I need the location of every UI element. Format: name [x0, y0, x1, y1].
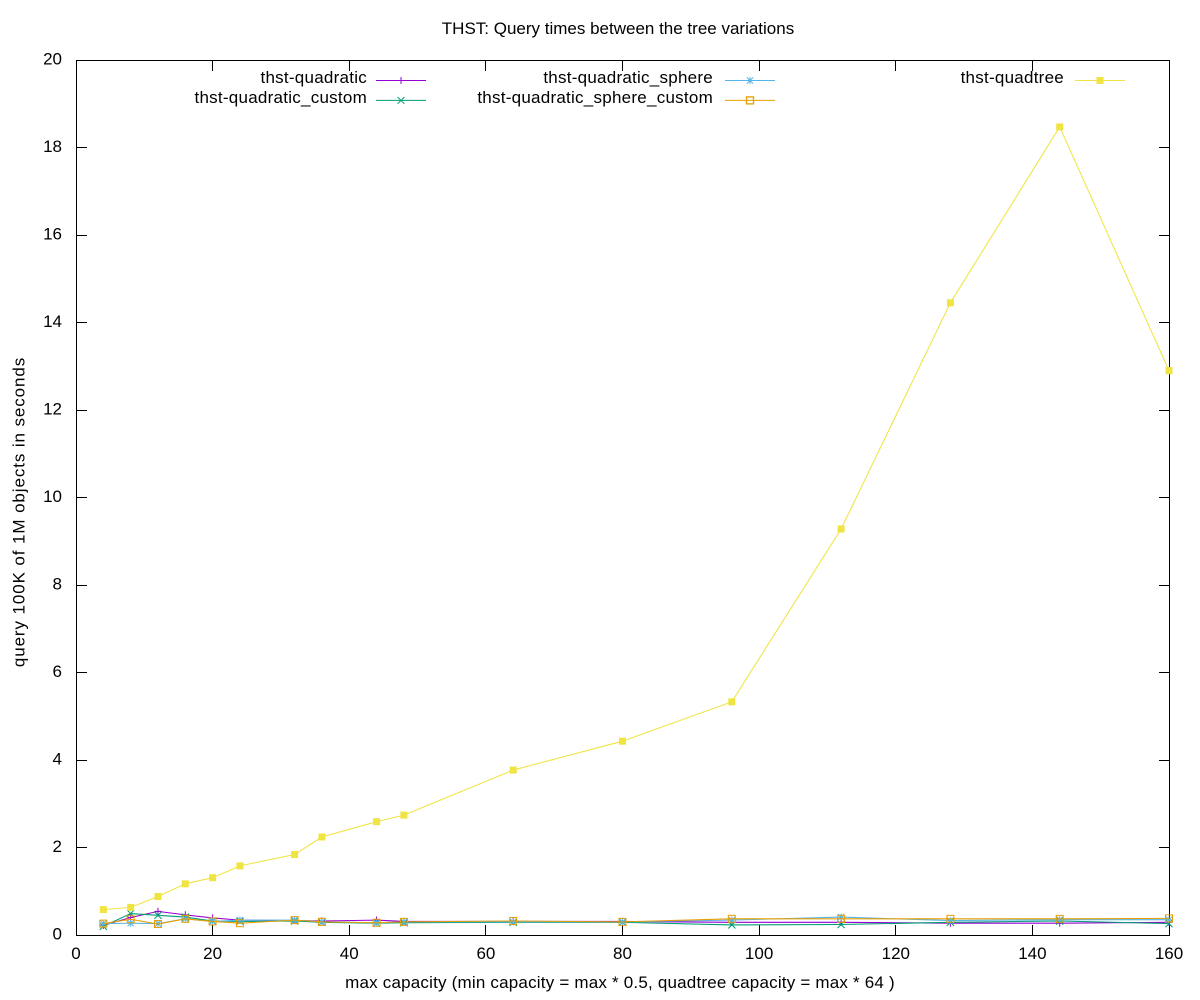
svg-text:160: 160	[1155, 944, 1183, 963]
svg-text:thst-quadratic_custom: thst-quadratic_custom	[195, 88, 368, 107]
svg-text:4: 4	[53, 749, 62, 768]
svg-text:thst-quadtree: thst-quadtree	[961, 68, 1064, 87]
svg-text:20: 20	[203, 944, 222, 963]
svg-text:THST: Query times between the: THST: Query times between the tree varia…	[442, 19, 794, 38]
svg-text:16: 16	[43, 224, 62, 243]
svg-text:thst-quadratic: thst-quadratic	[261, 68, 368, 87]
svg-text:thst-quadratic_sphere: thst-quadratic_sphere	[543, 68, 713, 87]
svg-text:0: 0	[53, 924, 62, 943]
svg-text:20: 20	[43, 49, 62, 68]
svg-text:14: 14	[43, 312, 62, 331]
svg-text:12: 12	[43, 399, 62, 418]
svg-text:18: 18	[43, 137, 62, 156]
svg-text:10: 10	[43, 487, 62, 506]
svg-text:2: 2	[53, 837, 62, 856]
svg-text:0: 0	[71, 944, 80, 963]
svg-text:query 100K of 1M objects in se: query 100K of 1M objects in seconds	[10, 357, 29, 667]
svg-text:40: 40	[340, 944, 359, 963]
svg-text:max capacity (min capacity = m: max capacity (min capacity = max * 0.5, …	[345, 973, 895, 992]
svg-text:100: 100	[745, 944, 773, 963]
svg-text:80: 80	[613, 944, 632, 963]
svg-text:60: 60	[476, 944, 495, 963]
svg-text:8: 8	[53, 574, 62, 593]
svg-text:thst-quadratic_sphere_custom: thst-quadratic_sphere_custom	[477, 88, 713, 107]
svg-text:120: 120	[882, 944, 910, 963]
svg-text:140: 140	[1018, 944, 1046, 963]
svg-text:6: 6	[53, 662, 62, 681]
